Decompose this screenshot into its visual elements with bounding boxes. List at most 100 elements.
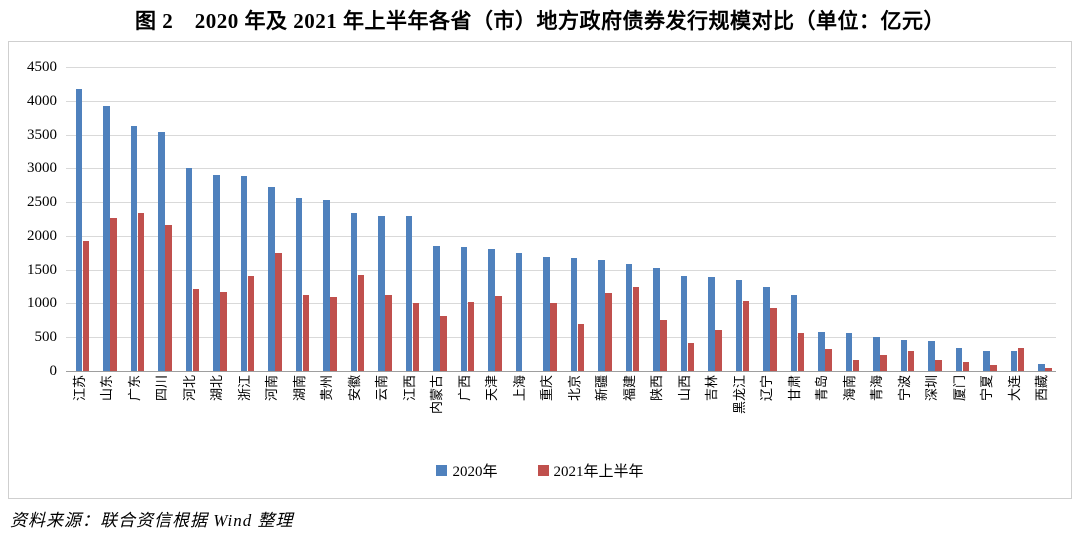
bar-2021h1 bbox=[137, 212, 145, 371]
data-source-note: 资料来源：联合资信根据 Wind 整理 bbox=[10, 511, 294, 530]
bar-2021h1 bbox=[550, 303, 557, 371]
bar-2020 bbox=[295, 198, 303, 371]
bar-group bbox=[149, 67, 177, 371]
bar-2020 bbox=[433, 246, 440, 371]
x-tick-label: 吉林 bbox=[704, 375, 720, 402]
bar-2020 bbox=[625, 263, 633, 371]
bar-group bbox=[974, 67, 1002, 371]
bar-2021h1 bbox=[770, 307, 777, 371]
bar-group bbox=[1001, 67, 1029, 371]
x-axis: 江苏 山东 广东 四川 河北 湖北 浙江 河南 湖南 贵州 安徽 云南 江西 内蒙古 广西 天津 上海 重庆 北京新… bbox=[66, 373, 1056, 455]
bar-2021h1 bbox=[605, 292, 612, 371]
bar-group bbox=[616, 67, 644, 371]
bar-2020 bbox=[928, 340, 935, 371]
bar-group bbox=[1029, 67, 1057, 371]
x-tick: 广东 bbox=[121, 373, 149, 455]
bar-2020 bbox=[708, 277, 715, 371]
gridline bbox=[66, 168, 1056, 170]
bar-group bbox=[754, 67, 782, 371]
x-tick: 四川 bbox=[149, 373, 177, 455]
bar-2020 bbox=[515, 252, 523, 371]
bar-2021h1 bbox=[220, 291, 227, 371]
bar-group bbox=[809, 67, 837, 371]
figure-title: 图 2 2020 年及 2021 年上半年各省（市）地方政府债券发行规模对比（单… bbox=[135, 9, 945, 33]
bar-group bbox=[424, 67, 452, 371]
bar-2020 bbox=[75, 88, 83, 371]
bar-group bbox=[286, 67, 314, 371]
x-tick: 江苏 bbox=[66, 373, 94, 455]
y-axis: 0 500 1000 1500 2000 2500 3000 3500 4000 4500 bbox=[9, 59, 58, 379]
bar-2020 bbox=[543, 256, 550, 371]
x-tick-label: 宁夏 bbox=[979, 375, 995, 402]
bar-2021h1 bbox=[715, 329, 722, 371]
bar-2020 bbox=[1010, 350, 1018, 371]
y-tick-label: 500 bbox=[34, 329, 58, 346]
x-tick: 福建 bbox=[616, 373, 644, 455]
x-tick-label: 广东 bbox=[126, 375, 142, 402]
x-tick: 青海 bbox=[864, 373, 892, 455]
y-tick-label: 0 bbox=[49, 363, 58, 379]
x-tick-label: 宁波 bbox=[896, 375, 912, 402]
bar-2021h1 bbox=[495, 296, 502, 371]
bar-2020 bbox=[460, 246, 468, 371]
bar-2020 bbox=[653, 267, 660, 371]
x-tick-label: 山西 bbox=[676, 375, 692, 402]
bar-2020 bbox=[845, 333, 853, 371]
legend-label-2020: 2020年 bbox=[452, 464, 498, 480]
bar-2020 bbox=[323, 200, 330, 371]
bar-2020 bbox=[680, 275, 688, 371]
x-tick: 青岛 bbox=[809, 373, 837, 455]
x-tick-label: 浙江 bbox=[236, 375, 252, 402]
bar-group bbox=[94, 67, 122, 371]
bar-2021h1 bbox=[192, 288, 200, 371]
gridline bbox=[66, 269, 1056, 271]
bar-2020 bbox=[268, 186, 275, 371]
x-tick: 西藏 bbox=[1029, 373, 1057, 455]
bar-group bbox=[946, 67, 974, 371]
x-tick-label: 辽宁 bbox=[759, 375, 775, 402]
bar-group bbox=[781, 67, 809, 371]
bar-2020 bbox=[213, 175, 220, 371]
gridline bbox=[66, 303, 1056, 305]
bar-2021h1 bbox=[82, 240, 90, 371]
legend-swatch-blue-icon bbox=[436, 465, 448, 476]
y-tick-label: 4500 bbox=[27, 59, 57, 75]
bar-group bbox=[121, 67, 149, 371]
bar-2020 bbox=[103, 105, 110, 371]
x-tick-label: 大连 bbox=[1006, 375, 1022, 402]
x-tick-label: 深圳 bbox=[924, 375, 940, 402]
gridline bbox=[66, 337, 1056, 339]
x-tick-label: 厦门 bbox=[951, 375, 967, 402]
bar-2021h1 bbox=[825, 348, 832, 371]
plot-area bbox=[66, 67, 1056, 372]
bar-2021h1 bbox=[880, 355, 887, 371]
y-tick-label: 1000 bbox=[27, 295, 57, 312]
bar-group bbox=[369, 67, 397, 371]
bar-2020 bbox=[488, 249, 495, 371]
bar-2021h1 bbox=[687, 342, 695, 371]
x-tick: 天津 bbox=[479, 373, 507, 455]
x-tick: 吉林 bbox=[699, 373, 727, 455]
x-tick: 山东 bbox=[94, 373, 122, 455]
x-tick-label: 贵州 bbox=[319, 375, 335, 402]
chart-container: 0 500 1000 1500 2000 2500 3000 3500 4000 4500 江苏山… bbox=[8, 41, 1072, 499]
bar-group bbox=[451, 67, 479, 371]
x-tick: 山西 bbox=[671, 373, 699, 455]
x-tick: 河南 bbox=[259, 373, 287, 455]
x-tick: 湖南 bbox=[286, 373, 314, 455]
bar-2021h1 bbox=[302, 295, 310, 371]
bar-2020 bbox=[240, 175, 248, 371]
bar-2021h1 bbox=[990, 364, 997, 371]
gridline bbox=[66, 235, 1056, 237]
legend-item-2021h1: 2021年上半年 bbox=[537, 460, 644, 481]
gridline bbox=[66, 100, 1056, 102]
bar-2021h1 bbox=[577, 323, 585, 371]
x-tick: 甘肃 bbox=[781, 373, 809, 455]
x-tick-label: 安徽 bbox=[346, 375, 362, 402]
x-tick: 厦门 bbox=[946, 373, 974, 455]
bar-2020 bbox=[735, 279, 743, 371]
x-tick: 江西 bbox=[396, 373, 424, 455]
bar-group bbox=[864, 67, 892, 371]
bar-group bbox=[671, 67, 699, 371]
bar-group bbox=[176, 67, 204, 371]
